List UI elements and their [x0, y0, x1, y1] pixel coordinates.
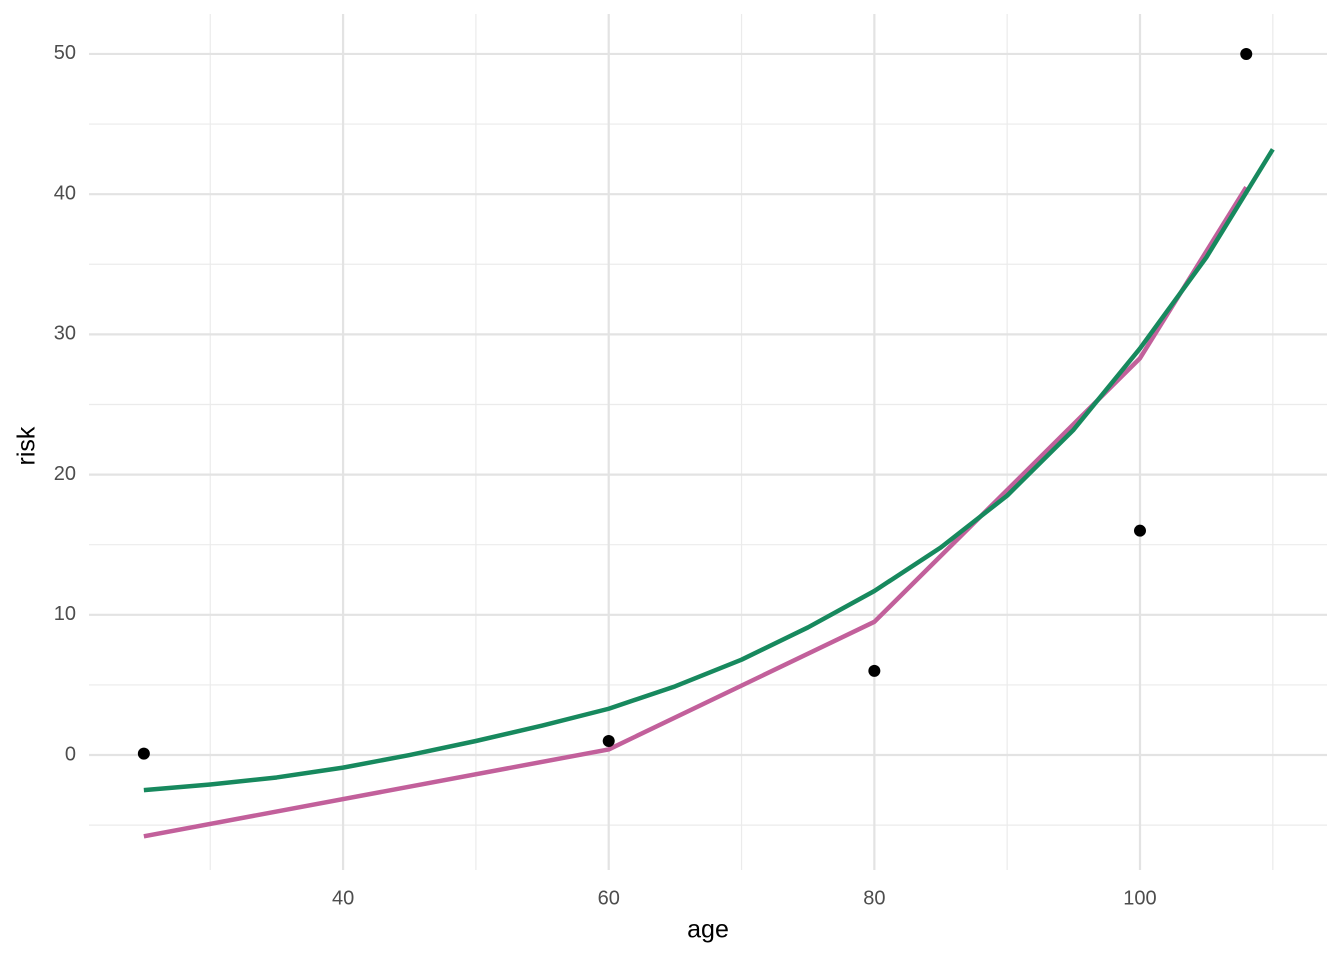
y-axis-title: risk — [13, 426, 41, 465]
line — [143, 148, 1275, 793]
point — [602, 735, 615, 748]
point — [1133, 524, 1146, 537]
point — [137, 747, 150, 760]
x-tick-label: 40 — [332, 887, 354, 909]
y-tick-label: 50 — [54, 42, 76, 64]
y-tick-label: 0 — [65, 743, 76, 765]
y-tick-label: 40 — [54, 182, 76, 204]
x-tick-label: 60 — [598, 887, 620, 909]
x-tick-label: 100 — [1123, 887, 1156, 909]
y-tick-label: 10 — [54, 603, 76, 625]
x-axis-title: age — [687, 916, 729, 944]
x-tick-label: 80 — [863, 887, 885, 909]
line — [143, 185, 1249, 839]
point — [1240, 47, 1253, 60]
point — [868, 664, 881, 677]
y-tick-label: 30 — [54, 323, 76, 345]
y-tick-label: 20 — [54, 463, 76, 485]
